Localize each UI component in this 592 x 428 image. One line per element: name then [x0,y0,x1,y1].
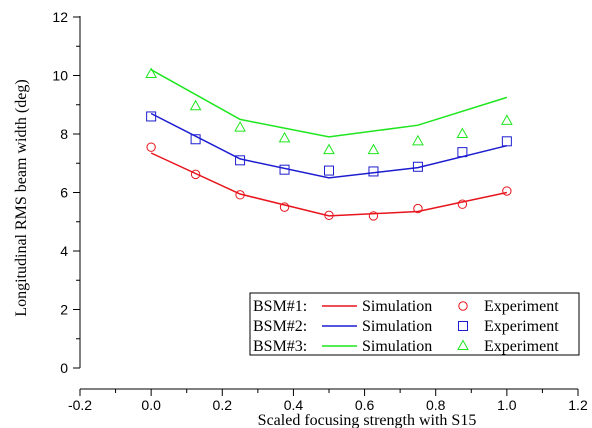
experiment-point-1 [502,186,512,196]
x-tick-label: 0.0 [141,397,161,413]
experiment-point-2 [412,161,423,172]
legend-simulation-label: Simulation [362,338,432,355]
experiment-point-3 [278,131,291,143]
y-tick-label: 6 [60,185,68,201]
legend-marker-swatch [458,321,468,331]
experiment-point-1 [190,169,201,180]
experiment-point-2 [235,155,246,166]
legend-experiment-label: Experiment [484,338,559,355]
experiment-point-2 [457,147,468,158]
y-tick-label: 4 [60,243,68,259]
y-tick-label: 8 [60,126,68,142]
legend-marker-swatch [457,339,469,350]
y-axis-title: Longitudinal RMS beam width (deg) [13,79,30,316]
experiment-point-3 [323,143,335,155]
legend-simulation-label: Simulation [362,298,432,315]
experiment-point-2 [368,166,379,177]
experiment-point-3 [367,143,380,155]
legend-box [249,292,580,356]
legend-experiment-label: Experiment [484,318,559,335]
legend-series-name: BSM#2: [253,318,307,335]
experiment-point-3 [456,127,469,138]
x-tick-label: 0.8 [426,397,446,413]
x-tick-label: 1.2 [568,397,588,413]
experiment-point-3 [189,99,202,111]
experiment-point-1 [413,203,423,214]
experiment-point-2 [501,136,512,147]
x-tick-label: 0.6 [355,397,375,413]
experiment-point-1 [324,210,334,221]
axes: 0 2 4 6 8 10 12 -0.2 0.0 0.2 0.4 0.6 0.8 1.0 1.2 [52,9,588,413]
y-tick-label: 0 [60,360,68,376]
experiment-point-3 [501,114,513,125]
experiment-point-2 [146,111,157,122]
legend-marker-swatch [458,301,468,311]
legend-experiment-label: Experiment [484,298,559,315]
simulation-line-3 [150,69,508,138]
x-axis-title: Scaled focusing strength with S15 [258,412,477,428]
legend-simulation-label: Simulation [362,318,432,335]
experiment-point-1 [146,142,156,152]
x-tick-label: 0.2 [213,397,233,413]
simulation-line-1 [150,152,508,217]
experiment-point-1 [368,211,379,221]
experiment-point-3 [234,121,246,132]
x-tick-label: -0.2 [68,397,92,413]
y-tick-label: 12 [52,9,68,25]
y-tick-label: 2 [60,302,68,318]
legend-series-name: BSM#3: [253,338,307,355]
experiment-point-2 [279,164,290,175]
legend: BSM#1: Simulation Experiment BSM#2: Simulati… [249,292,580,356]
y-tick-label: 10 [52,68,68,84]
plot-area [145,67,513,221]
experiment-point-1 [457,199,468,209]
simulation-line-2 [150,112,508,179]
experiment-point-2 [190,134,201,145]
experiment-point-3 [145,67,157,79]
experiment-point-1 [235,190,245,200]
experiment-point-1 [279,202,290,212]
experiment-point-3 [412,134,424,146]
legend-series-name: BSM#1: [253,298,307,315]
x-tick-label: 1.0 [497,397,517,413]
experiment-point-2 [324,165,334,176]
x-tick-label: 0.4 [284,397,304,413]
